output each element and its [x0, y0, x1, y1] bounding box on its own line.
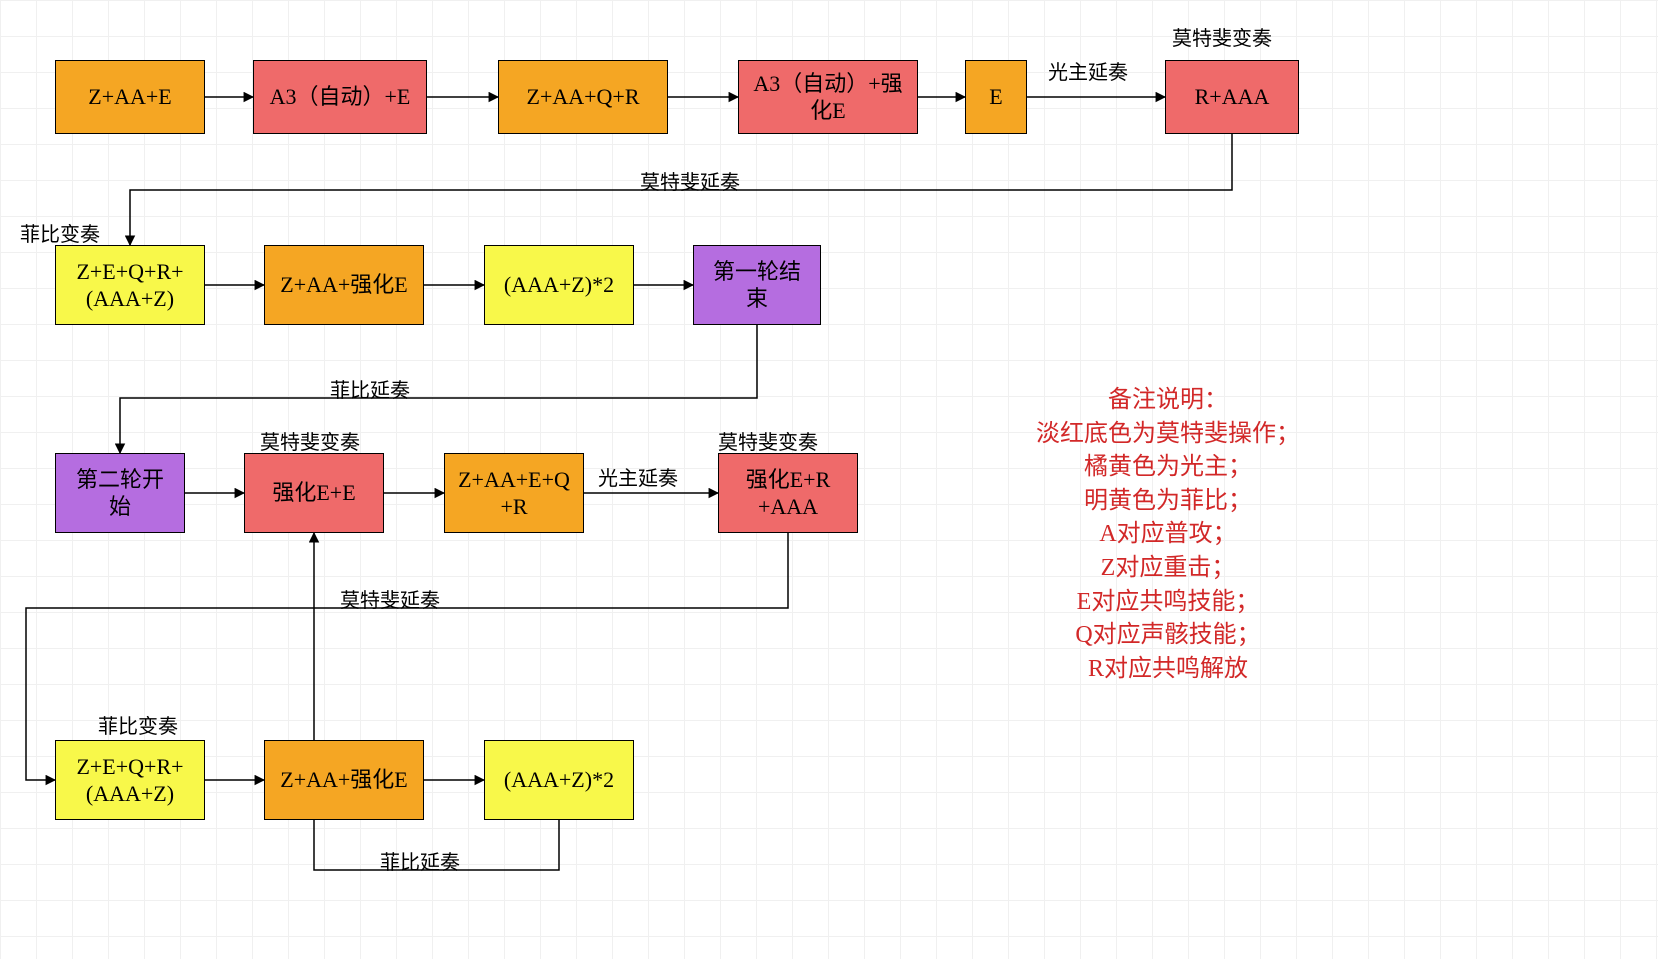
edge-label-e5t: 莫特斐变奏 — [1172, 22, 1272, 51]
edge-label-e10: 菲比延奏 — [330, 374, 410, 403]
notes-line-5: Z对应重击； — [958, 552, 1378, 586]
notes-line-7: Q对应声骸技能； — [958, 619, 1378, 653]
edge-e10 — [120, 325, 757, 453]
node-n7: Z+E+Q+R+ (AAA+Z) — [55, 245, 205, 325]
notes-line-2: 橘黄色为光主； — [958, 451, 1378, 485]
node-n12: 强化E+E — [244, 453, 384, 533]
node-n13: Z+AA+E+Q +R — [444, 453, 584, 533]
node-n14: 强化E+R +AAA — [718, 453, 858, 533]
notes-line-0: 备注说明： — [958, 384, 1378, 418]
node-n11: 第二轮开 始 — [55, 453, 185, 533]
edge-label-e6: 莫特斐延奏 — [640, 166, 740, 195]
edge-label-e5: 光主延奏 — [1048, 56, 1128, 85]
node-n10: 第一轮结 束 — [693, 245, 821, 325]
node-n9: (AAA+Z)*2 — [484, 245, 634, 325]
edge-label-e10b: 莫特斐变奏 — [260, 426, 360, 455]
notes-box: 备注说明：淡红底色为莫特斐操作；橘黄色为光主；明黄色为菲比；A对应普攻；Z对应重… — [958, 384, 1378, 686]
notes-line-8: R对应共鸣解放 — [958, 653, 1378, 687]
edge-label-e14: 莫特斐延奏 — [340, 584, 440, 613]
notes-line-4: A对应普攻； — [958, 518, 1378, 552]
node-n2: A3（自动）+E — [253, 60, 427, 134]
notes-line-3: 明黄色为菲比； — [958, 485, 1378, 519]
edge-label-e6b: 菲比变奏 — [20, 218, 100, 247]
node-n5: E — [965, 60, 1027, 134]
node-n6: R+AAA — [1165, 60, 1299, 134]
notes-line-6: E对应共鸣技能； — [958, 586, 1378, 620]
edge-label-e13: 光主延奏 — [598, 462, 678, 491]
node-n17: (AAA+Z)*2 — [484, 740, 634, 820]
node-n4: A3（自动）+强 化E — [738, 60, 918, 134]
node-n3: Z+AA+Q+R — [498, 60, 668, 134]
node-n8: Z+AA+强化E — [264, 245, 424, 325]
edge-label-e14b: 菲比变奏 — [98, 710, 178, 739]
edge-label-e17: 菲比延奏 — [380, 846, 460, 875]
notes-line-1: 淡红底色为莫特斐操作； — [958, 418, 1378, 452]
edge-label-e13t: 莫特斐变奏 — [718, 426, 818, 455]
node-n1: Z+AA+E — [55, 60, 205, 134]
node-n15: Z+E+Q+R+ (AAA+Z) — [55, 740, 205, 820]
node-n16: Z+AA+强化E — [264, 740, 424, 820]
